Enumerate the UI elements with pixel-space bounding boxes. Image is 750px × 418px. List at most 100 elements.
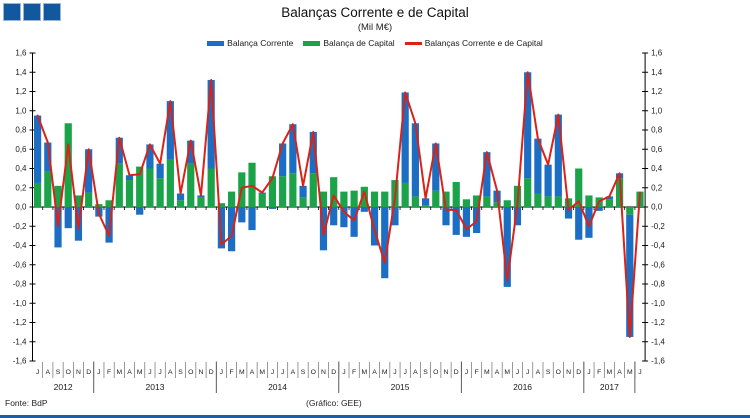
bar-capital <box>585 195 593 207</box>
credit-note: (Gráfico: GEE) <box>306 398 362 408</box>
month-label: F <box>475 369 479 376</box>
month-label: M <box>116 369 122 376</box>
bar-corrente <box>442 207 450 226</box>
y-tick-label-left: 0,0 <box>15 203 27 212</box>
bar-corrente <box>207 79 215 169</box>
year-label: 2017 <box>600 382 619 392</box>
bar-capital <box>227 191 236 207</box>
bar-capital <box>554 196 562 207</box>
month-label: J <box>393 369 396 376</box>
month-label: D <box>576 369 581 376</box>
bar-corrente <box>605 196 613 200</box>
bar-capital <box>44 171 52 207</box>
bar-corrente <box>503 207 511 287</box>
month-label: J <box>271 369 274 376</box>
bar-capital <box>534 193 542 207</box>
source-note: Fonte: BdP <box>5 398 48 408</box>
y-tick-label-left: 0,2 <box>15 183 27 192</box>
month-label: M <box>607 369 613 376</box>
y-tick-label-right: -1,6 <box>651 357 665 366</box>
bar-capital <box>319 191 328 207</box>
legend-label: Balanças Corrente e de Capital <box>424 38 543 48</box>
bar-corrente <box>146 144 154 169</box>
month-label: N <box>199 369 204 376</box>
year-label: 2016 <box>513 382 532 392</box>
legend: Balança Corrente Balança de Capital Bala… <box>0 38 750 48</box>
year-label: 2014 <box>268 382 287 392</box>
month-label: D <box>331 369 336 376</box>
bar-corrente <box>350 207 358 237</box>
month-label: J <box>587 369 590 376</box>
bar-capital <box>115 163 123 207</box>
sum-line <box>36 71 641 338</box>
bar-capital <box>34 182 42 207</box>
bar-corrente <box>411 123 419 197</box>
bar-corrente <box>564 207 573 219</box>
month-label: A <box>495 369 500 376</box>
legend-swatch-green <box>303 40 321 46</box>
bar-corrente <box>340 207 348 228</box>
bar-capital <box>503 200 511 207</box>
month-label: J <box>516 369 519 376</box>
month-label: J <box>97 369 100 376</box>
bar-capital <box>350 190 358 207</box>
month-label: S <box>301 369 306 376</box>
y-tick-label-left: -1,2 <box>13 318 27 327</box>
bar-capital <box>217 203 225 207</box>
month-label: D <box>209 369 214 376</box>
month-label: F <box>107 369 111 376</box>
y-tick-label-right: 1,0 <box>651 106 663 115</box>
month-label: M <box>484 369 490 376</box>
month-label: J <box>403 369 406 376</box>
bar-corrente <box>452 207 460 235</box>
bar-capital <box>626 207 634 215</box>
month-label: J <box>526 369 529 376</box>
bar-corrente <box>544 164 552 197</box>
bar-capital <box>279 176 287 207</box>
bar-corrente <box>136 207 144 215</box>
year-label: 2015 <box>391 382 410 392</box>
bar-capital <box>105 200 113 207</box>
bar-capital <box>421 205 430 207</box>
month-label: M <box>137 369 143 376</box>
month-label: N <box>76 369 81 376</box>
bar-capital <box>401 182 409 207</box>
bottom-rule <box>0 415 750 418</box>
month-label: F <box>230 369 234 376</box>
bar-corrente <box>279 143 287 177</box>
y-tick-label-right: -0,4 <box>651 241 665 250</box>
bar-capital <box>289 173 297 207</box>
month-label: F <box>352 369 356 376</box>
y-tick-label-right: -0,2 <box>651 222 665 231</box>
y-tick-label-left: -1,4 <box>13 337 27 346</box>
month-label: D <box>454 369 459 376</box>
month-label: J <box>342 369 345 376</box>
bar-capital <box>136 166 144 207</box>
bar-corrente <box>299 185 307 198</box>
y-tick-label-right: 1,2 <box>651 87 663 96</box>
bar-corrente <box>483 152 491 197</box>
y-tick-label-right: 0,8 <box>651 126 663 135</box>
bar-corrente <box>330 207 338 226</box>
bar-corrente <box>554 114 562 197</box>
bar-corrente <box>626 214 634 337</box>
y-tick-label-left: 0,8 <box>15 126 27 135</box>
month-label: M <box>259 369 265 376</box>
y-tick-label-right: -1,4 <box>651 337 665 346</box>
bar-capital <box>544 196 552 207</box>
bar-capital <box>258 193 266 207</box>
month-label: S <box>423 369 428 376</box>
bar-capital <box>54 185 62 207</box>
bar-capital <box>166 159 174 207</box>
logo-square-1 <box>3 3 21 21</box>
bar-capital <box>432 190 440 207</box>
month-label: A <box>168 369 173 376</box>
month-label: N <box>321 369 326 376</box>
y-tick-label-left: 1,4 <box>15 68 27 77</box>
logo-squares <box>3 3 61 21</box>
month-label: A <box>127 369 132 376</box>
bar-corrente <box>34 115 42 183</box>
bar-capital <box>575 168 583 207</box>
bar-corrente <box>360 207 368 212</box>
